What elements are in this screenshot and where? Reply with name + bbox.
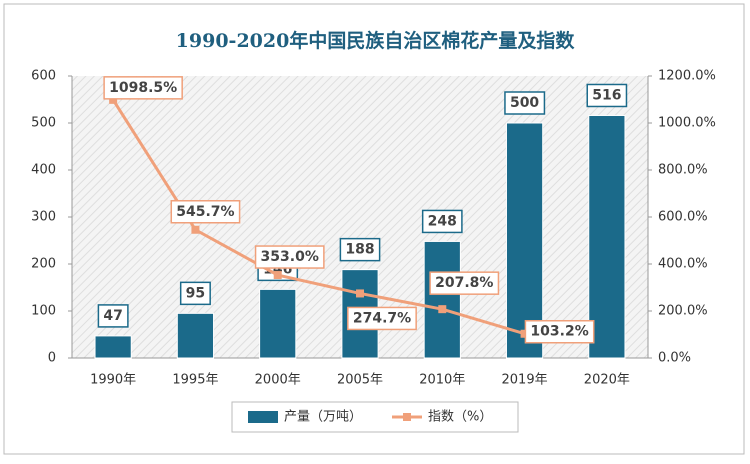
- legend-label: 产量（万吨）: [284, 410, 362, 425]
- y-tick-label: 100: [31, 304, 56, 319]
- line-value-label: 207.8%: [435, 275, 493, 291]
- y-tick-label: 300: [31, 210, 56, 225]
- bar: [588, 114, 626, 359]
- y2-tick-label: 400.0%: [658, 257, 708, 272]
- x-tick-label: 1995年: [172, 373, 218, 388]
- data-label-box: [421, 209, 463, 234]
- line-marker: [109, 95, 118, 104]
- bar: [423, 240, 461, 359]
- y2-tick-label: 1200.0%: [658, 69, 716, 84]
- line-marker: [273, 271, 282, 280]
- bar: [505, 122, 544, 359]
- legend-swatch: [403, 413, 411, 421]
- x-tick-label: 2020年: [584, 373, 630, 388]
- line-marker: [356, 289, 364, 298]
- legend-label: 指数（%）: [428, 410, 492, 425]
- chart-title: 1990-2020年中国民族自治区棉花产量及指数: [176, 29, 576, 52]
- y-tick-label: 200: [31, 257, 56, 272]
- bar-value-label: 248: [428, 213, 457, 229]
- bar-value-label: 500: [510, 95, 539, 111]
- data-label-box: [347, 306, 417, 331]
- data-label-box: [586, 83, 628, 108]
- data-label-box: [524, 319, 595, 344]
- data-label-box: [339, 237, 381, 262]
- x-tick-label: 2010年: [419, 373, 465, 388]
- data-label-box: [429, 271, 500, 295]
- y2-tick-label: 800.0%: [658, 163, 708, 178]
- bar-value-label: 47: [103, 308, 122, 324]
- bar: [94, 335, 132, 359]
- line-marker: [520, 329, 529, 338]
- bar-value-label: 516: [592, 87, 621, 103]
- x-tick-label: 1990年: [90, 373, 136, 388]
- y2-tick-label: 0.0%: [658, 351, 691, 366]
- line-value-label: 274.7%: [353, 310, 411, 326]
- bar-value-label: 95: [186, 285, 205, 301]
- x-tick-label: 2005年: [337, 373, 383, 388]
- bar: [259, 288, 297, 359]
- data-label-box: [97, 304, 129, 328]
- data-label-box: [170, 200, 241, 224]
- line-value-label: 353.0%: [261, 249, 319, 265]
- y-tick-label: 500: [31, 116, 56, 131]
- line-value-label: 103.2%: [530, 324, 588, 340]
- y2-tick-label: 1000.0%: [658, 116, 716, 131]
- line-value-label: 545.7%: [176, 204, 234, 220]
- legend-box: [231, 401, 519, 433]
- legend-swatch: [248, 411, 278, 423]
- x-tick-label: 2000年: [255, 373, 301, 388]
- bar-value-label: 188: [345, 242, 374, 258]
- bar: [176, 312, 215, 359]
- x-tick-label: 2019年: [502, 373, 548, 388]
- line-marker: [438, 305, 447, 314]
- data-label-box: [103, 76, 183, 100]
- data-label-box: [179, 281, 211, 306]
- y2-tick-label: 200.0%: [658, 304, 708, 319]
- data-label-box: [504, 91, 546, 115]
- y-tick-label: 400: [31, 163, 56, 178]
- y-tick-label: 600: [31, 69, 56, 84]
- y2-tick-label: 600.0%: [658, 210, 708, 225]
- line-value-label: 1098.5%: [109, 80, 177, 96]
- data-label-box: [254, 245, 325, 269]
- line-marker: [191, 225, 200, 234]
- y-tick-label: 0: [48, 351, 56, 366]
